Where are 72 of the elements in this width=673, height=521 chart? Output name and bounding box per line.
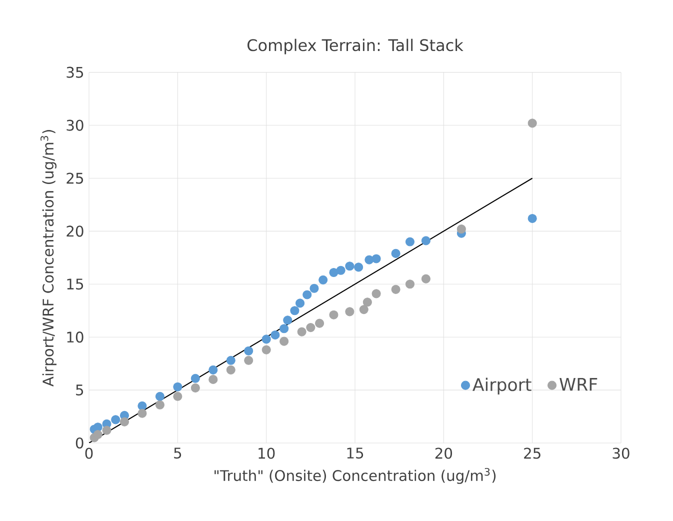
point	[93, 422, 102, 432]
point	[190, 383, 200, 392]
x-tick-label: 0	[85, 448, 93, 459]
point	[138, 408, 147, 418]
point	[155, 392, 164, 401]
y-tick-label: 35	[66, 66, 84, 78]
point	[270, 330, 280, 340]
y-tick-label: 10	[67, 332, 84, 343]
point	[456, 224, 466, 234]
point	[280, 324, 289, 334]
point	[528, 118, 537, 128]
legend-label: WRF	[560, 378, 598, 391]
point	[421, 236, 430, 246]
point	[226, 365, 236, 374]
point	[173, 382, 182, 392]
point	[244, 356, 254, 365]
point	[155, 400, 164, 410]
x-tick-label: 25	[524, 448, 540, 459]
point	[315, 318, 324, 328]
point	[329, 268, 338, 278]
point	[262, 345, 271, 354]
point	[262, 334, 271, 344]
point	[290, 306, 300, 316]
x-tick-label: 30	[612, 448, 630, 459]
y-tick-label: 0	[76, 437, 84, 449]
point	[329, 310, 338, 320]
point	[244, 346, 254, 356]
point	[421, 274, 430, 284]
x-tick-label: 10	[258, 448, 275, 459]
point	[138, 401, 147, 410]
point	[310, 284, 319, 293]
y-axis-title: Airport/WRF Concentration (ug/m$^{3}$)	[40, 130, 56, 386]
x-tick-label: 20	[435, 448, 452, 459]
x-tick-label: 5	[174, 448, 182, 459]
point	[362, 298, 372, 307]
point	[405, 280, 415, 289]
point	[345, 262, 354, 271]
y-tick-label: 30	[66, 120, 84, 131]
y-tick-label: 5	[76, 384, 84, 396]
y-tick-label: 15	[67, 278, 84, 290]
point	[336, 266, 346, 275]
point	[173, 392, 182, 401]
legend-label: Airport	[472, 378, 532, 395]
chart-title: Complex Terrain: Tall Stack	[248, 38, 464, 54]
point	[318, 275, 328, 284]
x-tick-label: 15	[347, 448, 364, 459]
point	[208, 365, 218, 374]
point	[306, 323, 316, 332]
point	[354, 262, 364, 272]
point	[283, 316, 292, 325]
y-tick-label: 25	[66, 172, 84, 184]
point	[372, 289, 381, 298]
point	[359, 305, 368, 314]
point	[302, 290, 312, 300]
point	[372, 254, 381, 264]
point	[345, 307, 354, 316]
point	[190, 374, 200, 383]
point	[208, 374, 218, 384]
point	[391, 248, 400, 258]
point	[528, 214, 537, 224]
point	[391, 284, 400, 294]
point	[405, 237, 415, 246]
point	[102, 426, 112, 435]
point	[111, 415, 120, 424]
x-axis-title: "Truth" (Onsite) Concentration (ug/m$^{3}$)	[214, 468, 496, 484]
point	[93, 430, 102, 440]
y-tick-label: 20	[66, 226, 84, 237]
point	[120, 417, 130, 426]
point	[226, 356, 236, 365]
point	[280, 336, 289, 346]
point	[297, 327, 306, 336]
point	[295, 298, 305, 308]
